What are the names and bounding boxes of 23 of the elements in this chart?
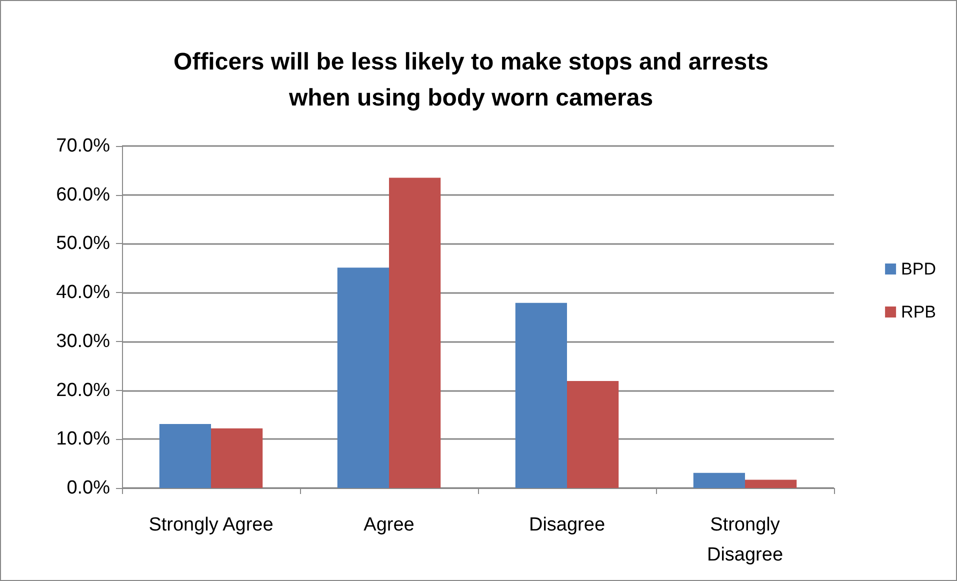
- y-tick-label: 40.0%: [56, 282, 110, 304]
- y-tick-label: 0.0%: [66, 478, 110, 498]
- y-tick-label: 30.0%: [56, 330, 110, 352]
- x-tick-label: Disagree: [528, 514, 606, 536]
- bar: [745, 480, 797, 488]
- x-tick-label: Strongly Disagree: [706, 514, 784, 566]
- y-tick-label: 20.0%: [56, 380, 110, 401]
- x-tick-label: Strongly Agree: [148, 514, 274, 536]
- y-tick-label: 10.0%: [56, 428, 110, 450]
- legend-label: BPD: [901, 260, 936, 278]
- chart-title: Officers will be less likely to make stops and arrests when using body worn cameras: [174, 48, 768, 112]
- y-tick-label: 60.0%: [56, 184, 110, 206]
- y-tick-label: 70.0%: [56, 136, 110, 156]
- bar: [693, 472, 745, 488]
- bar: [159, 424, 211, 488]
- legend-label: RPB: [901, 302, 936, 322]
- y-tick-label: 50.0%: [56, 233, 110, 254]
- bar: [567, 381, 619, 488]
- bar: [515, 302, 567, 488]
- bar: [211, 428, 263, 488]
- bar: [389, 178, 441, 488]
- x-tick-label: Agree: [364, 514, 414, 536]
- bar: [337, 268, 389, 488]
